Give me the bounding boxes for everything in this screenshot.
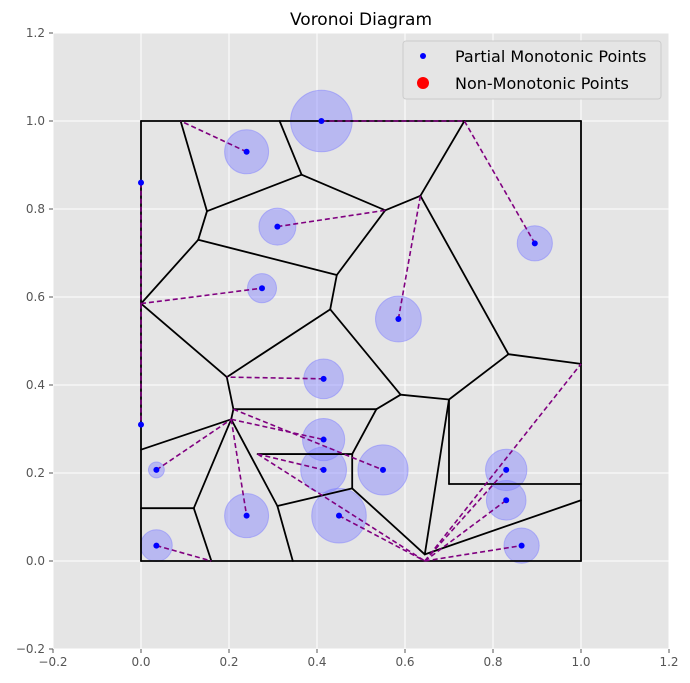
data-point xyxy=(318,118,325,124)
voronoi-edge xyxy=(423,499,582,556)
voronoi-edge xyxy=(140,238,200,305)
data-point xyxy=(243,148,250,155)
voronoi-edge xyxy=(278,120,303,176)
voronoi-edge xyxy=(419,194,510,356)
voronoi-edge xyxy=(351,487,426,556)
x-axis-ticks: −0.2 0.0 0.2 0.4 0.6 0.8 1.0 1.2 xyxy=(38,649,679,669)
voronoi-edge xyxy=(192,418,233,510)
data-point xyxy=(243,512,250,519)
x-tick-label: 0.8 xyxy=(483,655,502,669)
dashed-link xyxy=(424,544,522,562)
legend-marker-partial xyxy=(420,53,426,59)
data-point xyxy=(153,542,160,549)
dashed-link xyxy=(397,195,422,320)
voronoi-edge xyxy=(335,209,387,276)
data-point xyxy=(320,436,327,443)
y-tick-label: 1.0 xyxy=(26,114,45,128)
data-point xyxy=(503,466,510,473)
legend-label-partial: Partial Monotonic Points xyxy=(455,47,646,66)
chart-title: Voronoi Diagram xyxy=(290,10,432,30)
voronoi-edge xyxy=(140,418,233,451)
voronoi-edge xyxy=(140,302,228,378)
dashed-link xyxy=(140,287,263,305)
voronoi-edge xyxy=(300,173,387,212)
x-tick-label: 1.2 xyxy=(659,655,678,669)
voronoi-edge xyxy=(399,393,450,401)
dashed-link xyxy=(257,453,426,562)
voronoi-edge xyxy=(230,408,235,421)
dashed-link xyxy=(230,419,248,516)
voronoi-edge xyxy=(192,507,213,562)
voronoi-edge xyxy=(206,173,303,213)
legend-marker-non-monotonic xyxy=(417,77,429,89)
data-point xyxy=(518,542,525,549)
dashed-link xyxy=(180,120,247,153)
voronoi-edge xyxy=(423,398,450,556)
x-tick-label: 0.4 xyxy=(307,655,326,669)
voronoi-edges xyxy=(140,120,582,562)
y-axis-ticks: −0.2 0.0 0.2 0.4 0.6 0.8 1.0 1.2 xyxy=(16,26,53,656)
y-tick-label: 0.4 xyxy=(26,378,45,392)
y-tick-label: 0.6 xyxy=(26,290,45,304)
dashed-link xyxy=(424,469,507,562)
x-tick-label: 0.0 xyxy=(131,655,150,669)
dashed-link xyxy=(338,514,426,562)
voronoi-edge xyxy=(419,120,466,197)
x-tick-label: 0.6 xyxy=(395,655,414,669)
voronoi-edge xyxy=(351,408,378,455)
data-point xyxy=(380,466,386,473)
dashed-link xyxy=(226,376,324,380)
data-point xyxy=(320,466,327,473)
y-tick-label: 0.8 xyxy=(26,202,45,216)
dashed-link xyxy=(257,453,324,471)
voronoi-edge xyxy=(507,353,582,365)
voronoi-edge xyxy=(230,418,279,507)
voronoi-edge xyxy=(384,194,422,212)
dashed-link xyxy=(156,544,212,562)
dashed-link xyxy=(424,363,582,562)
data-point xyxy=(259,285,265,292)
data-point xyxy=(274,223,281,230)
y-tick-label: 0.2 xyxy=(26,466,45,480)
data-point xyxy=(395,316,402,322)
data-point xyxy=(138,421,144,428)
voronoi-edge xyxy=(225,308,332,378)
data-point xyxy=(531,240,538,247)
legend-label-non-monotonic: Non-Monotonic Points xyxy=(455,74,629,93)
voronoi-edge xyxy=(225,376,235,411)
data-point xyxy=(336,512,342,519)
y-tick-label: 0.0 xyxy=(26,554,45,568)
x-tick-label: 0.2 xyxy=(219,655,238,669)
voronoi-edge xyxy=(179,120,208,213)
voronoi-edge xyxy=(197,210,208,241)
x-tick-label: 1.0 xyxy=(571,655,590,669)
y-tick-label: 1.2 xyxy=(26,26,45,40)
data-point xyxy=(138,179,144,186)
x-tick-label: −0.2 xyxy=(38,655,67,669)
dashed-links xyxy=(140,120,582,562)
dashed-link xyxy=(424,499,507,562)
voronoi-edge xyxy=(329,274,338,311)
y-tick-label: −0.2 xyxy=(16,642,45,656)
data-point xyxy=(320,375,327,382)
voronoi-edge xyxy=(375,393,402,411)
dashed-link xyxy=(155,418,232,471)
data-point xyxy=(503,497,510,504)
voronoi-edge xyxy=(448,353,510,401)
data-point xyxy=(153,466,160,473)
voronoi-edge xyxy=(197,238,338,276)
voronoi-edge xyxy=(329,308,402,396)
partial-monotonic-points xyxy=(138,118,538,549)
voronoi-edge xyxy=(276,487,354,507)
voronoi-edge xyxy=(276,505,294,562)
legend: Partial Monotonic Points Non-Monotonic P… xyxy=(402,40,662,100)
dashed-link xyxy=(277,209,386,228)
dashed-link xyxy=(233,408,384,471)
legend-box xyxy=(402,40,662,100)
